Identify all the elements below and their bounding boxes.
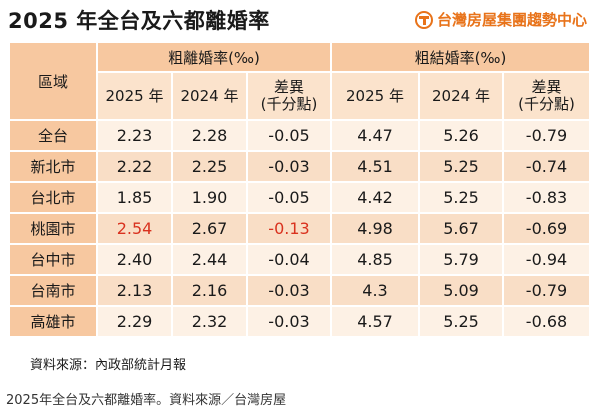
value-cell: -0.03 <box>246 305 332 338</box>
region-cell: 桃園市 <box>8 212 98 245</box>
brand-logo: 台灣房屋集團趨勢中心 <box>414 9 587 30</box>
value-cell: -0.04 <box>246 243 332 276</box>
table-row: 新北市 2.22 2.25 -0.03 4.51 5.25 -0.74 <box>8 150 591 183</box>
value-cell: -0.03 <box>246 150 332 183</box>
region-cell: 台中市 <box>8 243 98 276</box>
region-cell: 台北市 <box>8 181 98 214</box>
value-cell: 2.16 <box>171 274 248 307</box>
data-source-note: 資料來源：內政部統計月報 <box>30 358 187 373</box>
value-cell: -0.05 <box>246 119 332 152</box>
value-cell: 2.22 <box>96 150 173 183</box>
marriage-diff-header: 差異 (千分點) <box>502 71 591 121</box>
value-cell: 2.32 <box>171 305 248 338</box>
value-cell: -0.79 <box>502 274 591 307</box>
region-cell: 台南市 <box>8 274 98 307</box>
taiwan-realty-logo-icon <box>414 10 433 29</box>
value-cell: 2.23 <box>96 119 173 152</box>
value-cell: 5.67 <box>418 212 504 245</box>
value-cell: 5.25 <box>418 181 504 214</box>
table-row: 台北市 1.85 1.90 -0.05 4.42 5.25 -0.83 <box>8 181 591 214</box>
value-cell: -0.03 <box>246 274 332 307</box>
table-row: 台南市 2.13 2.16 -0.03 4.3 5.09 -0.79 <box>8 274 591 307</box>
value-cell: 2.54 <box>96 212 173 245</box>
table-row: 高雄市 2.29 2.32 -0.03 4.57 5.25 -0.68 <box>8 305 591 338</box>
page-title: 2025 年全台及六都離婚率 <box>8 9 270 33</box>
marriage-rate-group-header: 粗結婚率(‰) <box>330 41 591 73</box>
divorce-diff-header: 差異 (千分點) <box>246 71 332 121</box>
value-cell: -0.83 <box>502 181 591 214</box>
divorce-2025-header: 2025 年 <box>96 71 173 121</box>
marriage-2024-header: 2024 年 <box>418 71 504 121</box>
region-cell: 高雄市 <box>8 305 98 338</box>
divorce-rate-group-header: 粗離婚率(‰) <box>96 41 332 73</box>
region-cell: 新北市 <box>8 150 98 183</box>
value-cell: 2.25 <box>171 150 248 183</box>
table-row: 全台 2.23 2.28 -0.05 4.47 5.26 -0.79 <box>8 119 591 152</box>
table-row: 台中市 2.40 2.44 -0.04 4.85 5.79 -0.94 <box>8 243 591 276</box>
table-group-header-row: 區域 粗離婚率(‰) 粗結婚率(‰) <box>8 41 591 121</box>
value-cell: 5.25 <box>418 305 504 338</box>
value-cell: 5.25 <box>418 150 504 183</box>
value-cell: 5.79 <box>418 243 504 276</box>
value-cell: 2.67 <box>171 212 248 245</box>
value-cell: -0.13 <box>246 212 332 245</box>
value-cell: 2.13 <box>96 274 173 307</box>
value-cell: 4.57 <box>330 305 420 338</box>
divorce-rate-table: 區域 粗離婚率(‰) 粗結婚率(‰) 2025 年 2024 年 差異 (千分點… <box>8 41 591 338</box>
value-cell: -0.05 <box>246 181 332 214</box>
value-cell: 2.40 <box>96 243 173 276</box>
table-row: 桃園市 2.54 2.67 -0.13 4.98 5.67 -0.69 <box>8 212 591 245</box>
value-cell: 2.44 <box>171 243 248 276</box>
value-cell: 1.85 <box>96 181 173 214</box>
value-cell: -0.79 <box>502 119 591 152</box>
table-body: 全台 2.23 2.28 -0.05 4.47 5.26 -0.79 新北市 2.22 2.25-… <box>8 119 591 338</box>
value-cell: 1.90 <box>171 181 248 214</box>
marriage-2025-header: 2025 年 <box>330 71 420 121</box>
table-subheader-row: 2025 年 2024 年 差異 (千分點) 2025 年 2024 年 差異 … <box>9 71 591 121</box>
value-cell: -0.69 <box>502 212 591 245</box>
region-column-header: 區域 <box>8 41 98 121</box>
value-cell: -0.94 <box>502 243 591 276</box>
value-cell: 2.29 <box>96 305 173 338</box>
value-cell: 5.26 <box>418 119 504 152</box>
value-cell: 4.3 <box>330 274 420 307</box>
brand-logo-text: 台灣房屋集團趨勢中心 <box>436 11 587 29</box>
value-cell: 4.47 <box>330 119 420 152</box>
value-cell: 4.98 <box>330 212 420 245</box>
value-cell: -0.68 <box>502 305 591 338</box>
value-cell: 4.51 <box>330 150 420 183</box>
value-cell: 2.28 <box>171 119 248 152</box>
value-cell: 5.09 <box>418 274 504 307</box>
value-cell: -0.74 <box>502 150 591 183</box>
region-cell: 全台 <box>8 119 98 152</box>
value-cell: 4.42 <box>330 181 420 214</box>
image-caption: 2025年全台及六都離婚率。資料來源／台灣房屋 <box>6 393 287 408</box>
divorce-2024-header: 2024 年 <box>171 71 248 121</box>
value-cell: 4.85 <box>330 243 420 276</box>
